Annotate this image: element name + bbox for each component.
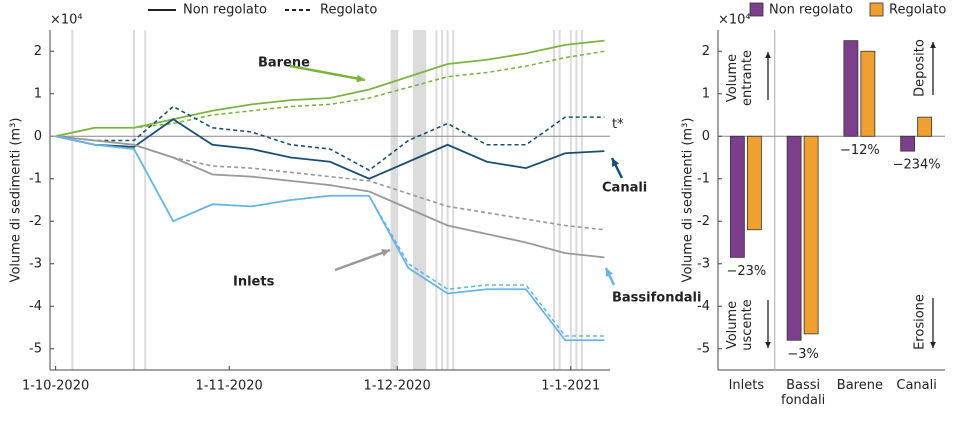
- arrow-head: [612, 158, 620, 167]
- change-label: −12%: [840, 143, 880, 158]
- bar: [860, 50, 876, 137]
- event-band: [435, 30, 438, 370]
- y-tick-label: 2: [34, 44, 42, 59]
- x-tick-label: 1-10-2020: [22, 379, 89, 394]
- legend-swatch: [869, 2, 884, 17]
- bar: [786, 135, 802, 341]
- y-tick-label: -4: [29, 299, 42, 314]
- y-tick-label: 1: [702, 86, 710, 101]
- event-band: [413, 30, 427, 370]
- bar: [746, 135, 762, 231]
- y-tick-label: -2: [697, 214, 710, 229]
- bar: [843, 40, 859, 137]
- legend-label: Regolato: [889, 3, 946, 18]
- event-band: [144, 30, 147, 370]
- arrow-head: [356, 74, 365, 83]
- y-axis-label: Volume di sedimenti (m³): [681, 118, 696, 283]
- event-band: [441, 30, 443, 370]
- x-tick-label: Bassi fondali: [781, 378, 826, 408]
- bar: [729, 135, 745, 258]
- y-tick-label: 1: [34, 86, 42, 101]
- arrow-head: [930, 42, 936, 48]
- arrow-head: [765, 52, 771, 58]
- x-tick-label: 1-12-2020: [364, 379, 431, 394]
- x-tick-label: 1-11-2020: [196, 379, 263, 394]
- event-band: [446, 30, 449, 370]
- annotation: Erosione: [912, 294, 928, 350]
- event-band: [575, 30, 578, 370]
- t-star: t*: [612, 117, 624, 132]
- event-band: [558, 30, 561, 370]
- change-label: −23%: [726, 264, 766, 279]
- y-tick-label: -2: [29, 214, 42, 229]
- arrow-head: [605, 268, 613, 277]
- annotation: Volume entrante: [725, 50, 755, 106]
- bar: [900, 135, 916, 152]
- series-line-regolato: [55, 135, 605, 231]
- y-tick-label: -4: [697, 299, 710, 314]
- x-tick-label: Inlets: [728, 378, 765, 393]
- event-band: [390, 30, 399, 370]
- annotation: Volume uscente: [725, 299, 755, 351]
- y-tick-label: -1: [697, 171, 710, 186]
- bar: [917, 116, 933, 137]
- legend-label: Regolato: [320, 3, 377, 18]
- arrow-head: [765, 342, 771, 348]
- y-tick-label: 0: [34, 129, 42, 144]
- event-band: [133, 30, 135, 370]
- bar: [803, 135, 819, 335]
- series-line-regolato: [55, 50, 605, 138]
- series-line: [55, 118, 605, 180]
- event-band: [452, 30, 455, 370]
- y-tick-label: 2: [702, 44, 710, 59]
- arrow-shaft: [334, 248, 391, 272]
- series-line-regolato: [55, 135, 605, 337]
- event-band: [71, 30, 74, 370]
- event-band: [581, 30, 583, 370]
- annotation: Deposito: [912, 39, 928, 97]
- y-tick-label: -3: [697, 256, 710, 271]
- x-tick-label: 1-1-2021: [541, 379, 600, 394]
- y-axis-label: Volume di sedimenti (m³): [9, 118, 24, 283]
- change-label: −3%: [787, 347, 819, 362]
- arrow-head: [381, 249, 390, 257]
- y-multiplier: ×10⁴: [50, 13, 83, 28]
- y-tick-label: -5: [697, 341, 710, 356]
- arrow-head: [930, 342, 936, 348]
- legend-label: Non regolato: [769, 3, 853, 18]
- legend-label: Non regolato: [183, 3, 267, 18]
- legend-swatch: [749, 2, 764, 17]
- series-label: Canali: [602, 181, 647, 196]
- series-label: Bassifondali: [612, 291, 701, 306]
- y-tick-label: -1: [29, 171, 42, 186]
- x-tick-label: Barene: [836, 378, 883, 393]
- y-tick-label: -5: [29, 341, 42, 356]
- series-label: Inlets: [233, 275, 275, 290]
- event-band: [569, 30, 572, 370]
- y-tick-label: -3: [29, 256, 42, 271]
- event-band: [553, 30, 555, 370]
- change-label: −234%: [893, 158, 941, 173]
- y-multiplier: ×10⁴: [718, 13, 751, 28]
- x-tick-label: Canali: [896, 378, 937, 393]
- y-tick-label: 0: [702, 129, 710, 144]
- arrow-shaft: [289, 64, 366, 82]
- series-line: [55, 39, 605, 138]
- series-line-regolato: [55, 105, 605, 172]
